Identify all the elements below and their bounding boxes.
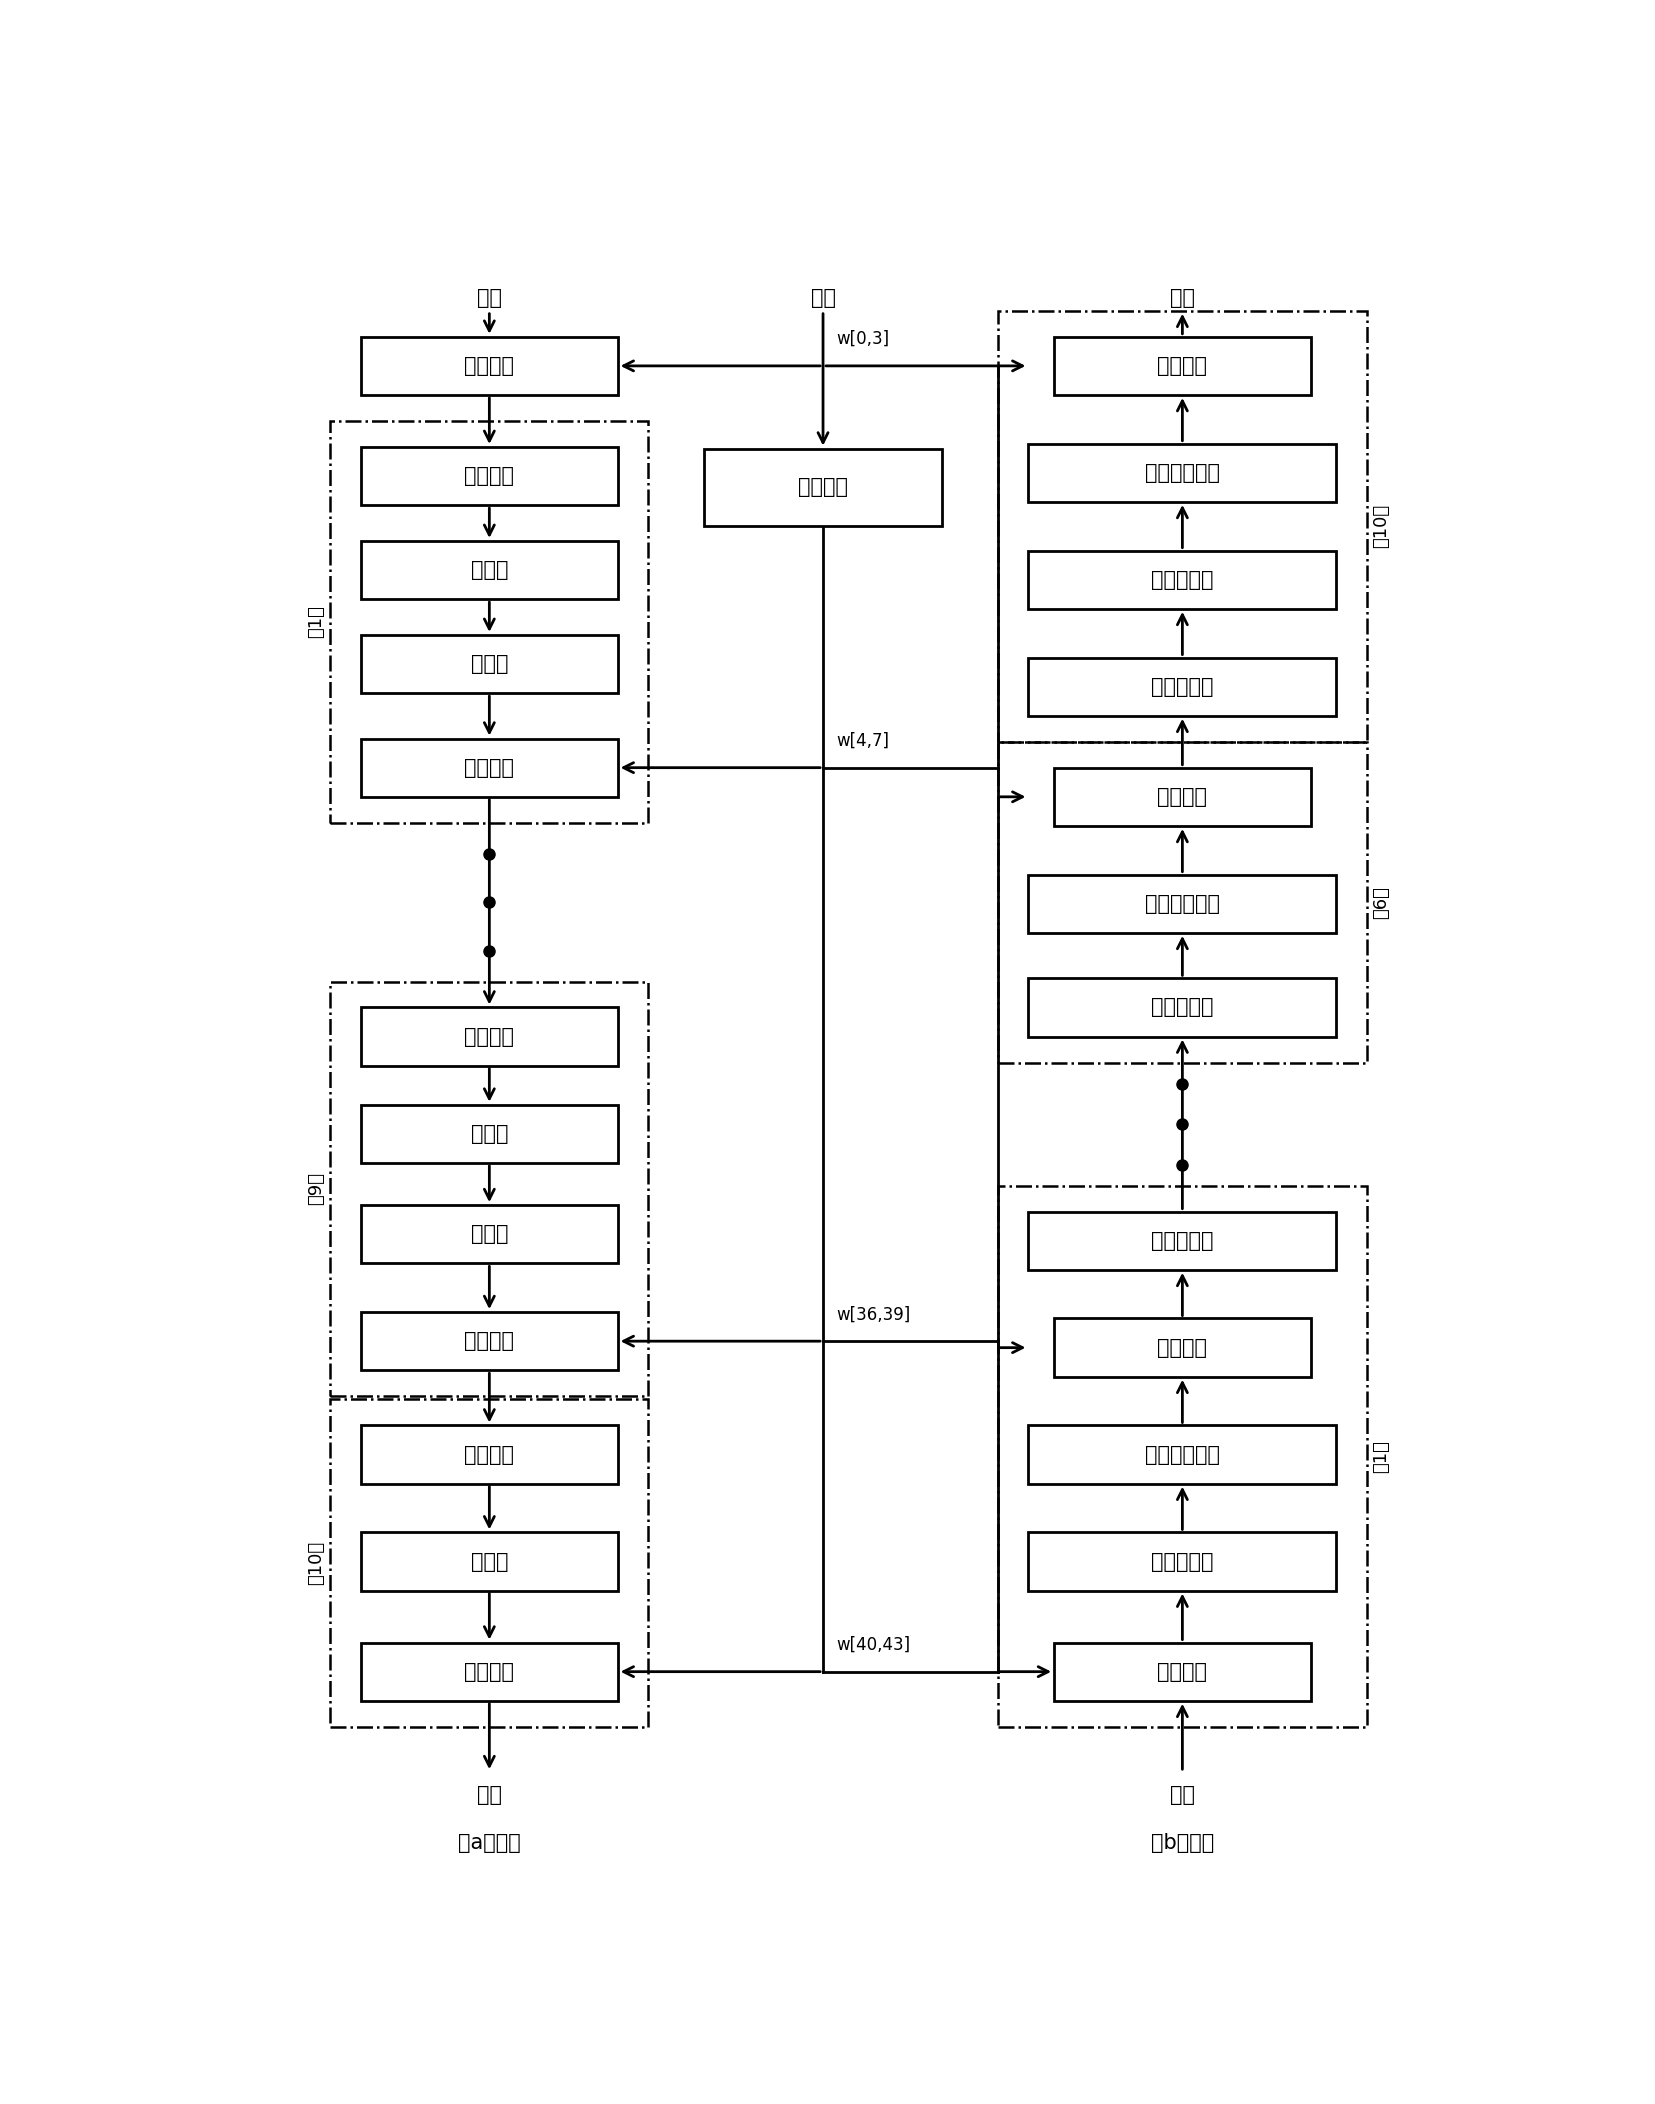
Text: 字节代换: 字节代换 <box>463 1027 515 1046</box>
Text: 明文: 明文 <box>1168 288 1195 307</box>
Text: 行移位求逆: 行移位求逆 <box>1150 570 1213 589</box>
FancyBboxPatch shape <box>361 541 617 600</box>
Text: （b）解密: （b）解密 <box>1150 1833 1213 1854</box>
Text: w[36,39]: w[36,39] <box>836 1304 910 1323</box>
FancyBboxPatch shape <box>703 448 942 526</box>
Text: 列混淆: 列混淆 <box>470 654 508 673</box>
Text: 轮密钥加: 轮密钥加 <box>463 1662 515 1681</box>
FancyBboxPatch shape <box>1028 978 1336 1037</box>
Text: 字节代换求逆: 字节代换求逆 <box>1144 1445 1220 1464</box>
FancyBboxPatch shape <box>361 446 617 505</box>
Text: w[4,7]: w[4,7] <box>836 732 889 749</box>
Text: 行移位求逆: 行移位求逆 <box>1150 997 1213 1018</box>
Text: 密钥: 密钥 <box>809 288 836 307</box>
FancyBboxPatch shape <box>1053 337 1311 396</box>
Text: 密文: 密文 <box>1168 1784 1195 1805</box>
FancyBboxPatch shape <box>361 337 617 396</box>
Text: 轮密钥加: 轮密钥加 <box>1157 356 1206 377</box>
Text: 第1轮: 第1轮 <box>1372 1439 1390 1473</box>
Text: （a）加密: （a）加密 <box>458 1833 520 1854</box>
Text: 第10轮: 第10轮 <box>306 1540 324 1584</box>
Text: 第1轮: 第1轮 <box>306 606 324 638</box>
FancyBboxPatch shape <box>1028 444 1336 503</box>
Text: 轮密钥加: 轮密钥加 <box>1157 1338 1206 1357</box>
FancyBboxPatch shape <box>361 1105 617 1164</box>
Text: 明文: 明文 <box>477 288 501 307</box>
Text: 轮密钥加: 轮密钥加 <box>1157 1662 1206 1681</box>
Text: 列混淆: 列混淆 <box>470 1225 508 1243</box>
Text: 轮密钥加: 轮密钥加 <box>463 757 515 778</box>
FancyBboxPatch shape <box>1053 1643 1311 1700</box>
Text: 轮密钥加: 轮密钥加 <box>463 356 515 377</box>
Text: 扩展密钥: 扩展密钥 <box>798 478 847 497</box>
FancyBboxPatch shape <box>1028 656 1336 715</box>
Text: 字节代换: 字节代换 <box>463 1445 515 1464</box>
Text: 轮密钥加: 轮密钥加 <box>1157 787 1206 806</box>
FancyBboxPatch shape <box>361 739 617 797</box>
FancyBboxPatch shape <box>1028 1424 1336 1483</box>
FancyBboxPatch shape <box>1053 1319 1311 1376</box>
FancyBboxPatch shape <box>1053 768 1311 827</box>
FancyBboxPatch shape <box>361 1643 617 1700</box>
Text: 第10轮: 第10轮 <box>1372 505 1390 549</box>
Text: 行移位: 行移位 <box>470 1551 508 1572</box>
FancyBboxPatch shape <box>1028 1532 1336 1591</box>
Text: 行移位: 行移位 <box>470 1124 508 1145</box>
FancyBboxPatch shape <box>361 1532 617 1591</box>
FancyBboxPatch shape <box>1028 875 1336 932</box>
Text: 字节代换: 字节代换 <box>463 467 515 486</box>
Text: 字节代换求逆: 字节代换求逆 <box>1144 463 1220 482</box>
Text: 字节代换求逆: 字节代换求逆 <box>1144 894 1220 913</box>
FancyBboxPatch shape <box>361 1424 617 1483</box>
FancyBboxPatch shape <box>361 1313 617 1370</box>
Text: 第6轮: 第6轮 <box>1372 886 1390 919</box>
FancyBboxPatch shape <box>361 635 617 692</box>
Text: 行移位求逆: 行移位求逆 <box>1150 1551 1213 1572</box>
Text: 轮密钥加: 轮密钥加 <box>463 1332 515 1351</box>
Text: 密文: 密文 <box>477 1784 501 1805</box>
Text: 第9轮: 第9轮 <box>306 1172 324 1206</box>
FancyBboxPatch shape <box>1028 1212 1336 1271</box>
Text: w[0,3]: w[0,3] <box>836 330 889 347</box>
Text: 列混淆求逆: 列混淆求逆 <box>1150 1231 1213 1250</box>
FancyBboxPatch shape <box>361 1008 617 1067</box>
Text: 行移位: 行移位 <box>470 560 508 581</box>
Text: w[40,43]: w[40,43] <box>836 1635 910 1654</box>
Text: 列混淆求逆: 列混淆求逆 <box>1150 677 1213 696</box>
FancyBboxPatch shape <box>1028 551 1336 608</box>
FancyBboxPatch shape <box>361 1206 617 1262</box>
